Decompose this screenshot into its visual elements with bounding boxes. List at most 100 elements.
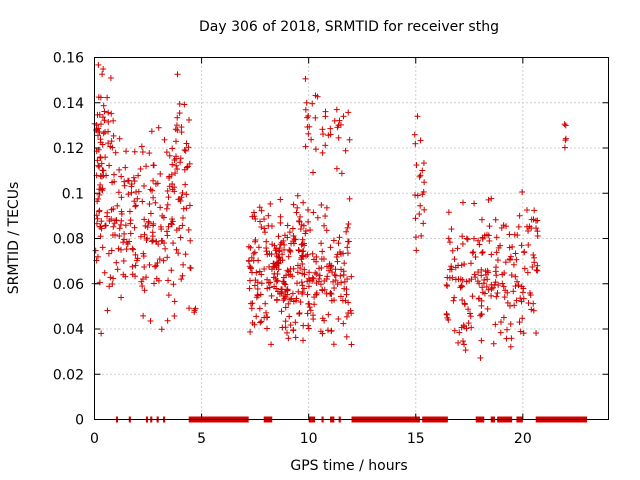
data-point <box>284 267 291 274</box>
data-point <box>319 149 326 156</box>
data-point <box>132 202 139 209</box>
data-point <box>178 129 185 136</box>
data-point <box>253 313 260 320</box>
data-point <box>282 324 289 331</box>
data-point <box>348 273 355 280</box>
axis-ticks: 0 5 10 15 20 0 0.02 0.04 0.06 0.08 0.1 0.12 0.14 0.16 <box>53 51 609 447</box>
data-point <box>282 281 289 288</box>
data-point <box>345 220 352 227</box>
data-point <box>96 207 103 214</box>
data-point <box>562 135 569 142</box>
data-point <box>95 132 102 139</box>
data-point <box>258 224 265 231</box>
data-point <box>94 157 101 164</box>
data-point <box>296 218 303 225</box>
data-point <box>124 177 131 184</box>
data-point <box>288 295 295 302</box>
data-point <box>477 312 484 319</box>
data-point <box>320 255 327 262</box>
data-point <box>518 242 525 249</box>
data-point <box>290 201 297 208</box>
data-point <box>105 140 112 147</box>
data-point <box>322 108 329 115</box>
data-point <box>120 239 127 246</box>
data-point <box>502 259 509 266</box>
data-point <box>498 224 505 231</box>
data-point <box>321 222 328 229</box>
data-point <box>246 258 253 265</box>
data-point <box>286 246 293 253</box>
data-point <box>132 203 139 210</box>
data-point <box>421 179 428 186</box>
data-point <box>104 94 111 101</box>
data-point <box>341 285 348 292</box>
data-point <box>300 322 307 329</box>
data-point <box>102 154 109 161</box>
data-point <box>500 283 507 290</box>
data-point <box>96 186 103 193</box>
data-point <box>524 269 531 276</box>
data-point <box>173 246 180 253</box>
data-point <box>289 273 296 280</box>
data-point <box>512 250 519 257</box>
data-point <box>302 75 309 82</box>
data-point <box>525 228 532 235</box>
data-point <box>146 150 153 157</box>
data-point <box>116 225 123 232</box>
data-point <box>333 106 340 113</box>
data-point <box>278 286 285 293</box>
data-point <box>476 241 483 248</box>
data-point <box>326 260 333 267</box>
data-point <box>97 121 104 128</box>
data-point <box>517 328 524 335</box>
data-point <box>251 282 258 289</box>
data-point <box>111 220 118 227</box>
data-point <box>529 263 536 270</box>
data-point <box>503 223 510 230</box>
data-point <box>304 310 311 317</box>
data-point <box>319 287 326 294</box>
data-point <box>413 162 420 169</box>
data-point <box>316 265 323 272</box>
data-point <box>318 240 325 247</box>
data-point <box>346 195 353 202</box>
data-point <box>283 329 290 336</box>
data-point <box>515 223 522 230</box>
data-point <box>484 276 491 283</box>
data-point <box>141 263 148 270</box>
data-point <box>177 234 184 241</box>
data-point <box>118 294 125 301</box>
data-point <box>336 234 343 241</box>
data-point <box>530 307 537 314</box>
data-point <box>303 99 310 106</box>
data-point <box>341 278 348 285</box>
data-point <box>137 233 144 240</box>
data-point <box>508 272 515 279</box>
data-point <box>421 206 428 213</box>
data-point <box>463 278 470 285</box>
data-point <box>482 271 489 278</box>
data-point <box>99 114 106 121</box>
data-point <box>248 305 255 312</box>
y-tick-label: 0.02 <box>53 367 84 383</box>
data-point <box>163 205 170 212</box>
data-point <box>176 110 183 117</box>
data-point <box>169 145 176 152</box>
data-point <box>132 262 139 269</box>
data-point <box>131 224 138 231</box>
data-point <box>263 238 270 245</box>
data-point <box>493 272 500 279</box>
data-point <box>276 255 283 262</box>
data-point <box>452 276 459 283</box>
data-point <box>171 157 178 164</box>
data-point <box>446 239 453 246</box>
data-point <box>110 275 117 282</box>
data-point <box>163 149 170 156</box>
data-point <box>271 270 278 277</box>
data-point <box>561 144 568 151</box>
data-point <box>491 281 498 288</box>
data-point <box>166 152 173 159</box>
data-point <box>305 112 312 119</box>
data-point <box>460 338 467 345</box>
data-point <box>127 220 134 227</box>
